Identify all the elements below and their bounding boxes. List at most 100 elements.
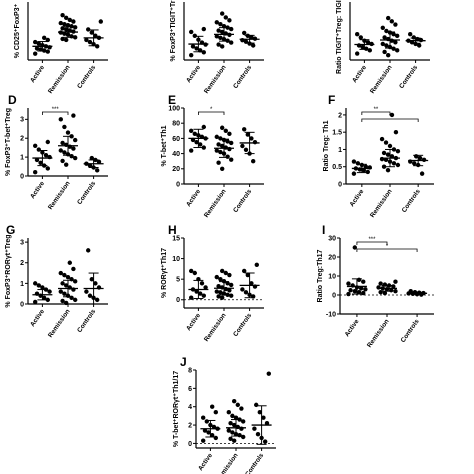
data-point [214, 20, 219, 25]
data-point [241, 434, 246, 440]
data-point [229, 40, 234, 45]
x-category-label: Remission [369, 64, 394, 95]
data-point [243, 147, 249, 152]
x-category-label: Controls [76, 308, 97, 334]
data-point [249, 35, 254, 40]
data-point [36, 147, 41, 152]
data-point [73, 25, 78, 30]
data-point [241, 419, 246, 424]
data-point [220, 295, 225, 300]
data-point [45, 166, 50, 171]
y-axis-label: Ratio Treg: Th1 [323, 120, 330, 171]
data-point [42, 35, 47, 41]
data-point [63, 15, 69, 21]
significance-bracket [361, 118, 419, 122]
chart-panel-g: G 0 1 2 3 % FoxP3⁺RORγt⁺Treg Active Remission Co… [5, 223, 108, 339]
y-tick-label: 0 [20, 173, 24, 180]
data-point [242, 30, 247, 36]
data-point [40, 285, 45, 290]
y-tick-label: 40 [172, 151, 180, 158]
significance-label: * [210, 107, 213, 113]
x-category-label: Controls [76, 64, 97, 90]
data-point [228, 436, 233, 442]
data-point [363, 287, 368, 292]
x-category-label: Active [351, 64, 368, 84]
y-tick-label: -10 [326, 311, 336, 318]
data-point [45, 49, 50, 54]
x-category-label: Active [185, 312, 202, 332]
data-point [60, 281, 65, 286]
data-point [384, 28, 389, 34]
data-point [395, 33, 400, 39]
chart-panel-j: J 0 2 4 6 8 % T-bet⁺RORγt⁺Th1/17 Active Remissio… [173, 355, 276, 474]
data-point [65, 130, 71, 135]
y-axis-label: % FoxP3⁺TIGIT⁺Tr [170, 0, 177, 61]
y-tick-label: 0.5 [332, 164, 342, 171]
data-point [382, 282, 388, 287]
y-axis-label: % RORγt⁺Th17 [161, 248, 168, 298]
data-point [254, 262, 259, 267]
data-point [213, 410, 218, 415]
y-tick-label: 0 [332, 292, 336, 299]
data-point [86, 248, 91, 253]
significance-label: *** [368, 237, 376, 243]
data-point [58, 117, 63, 122]
data-point [73, 297, 78, 303]
data-point [346, 281, 351, 286]
data-point [199, 281, 205, 286]
data-point [243, 290, 249, 295]
data-point [216, 42, 221, 47]
data-point [96, 159, 102, 165]
x-category-label: Remission [203, 64, 228, 95]
data-point [87, 39, 93, 45]
data-point [229, 157, 234, 162]
data-point [223, 270, 228, 276]
data-point [417, 155, 423, 161]
data-point [385, 167, 391, 173]
y-tick-label: 0 [176, 297, 180, 304]
data-point [67, 17, 73, 23]
y-tick-label: 100 [168, 105, 180, 112]
data-point [34, 157, 40, 163]
significance-bracket [198, 111, 225, 115]
data-point [393, 289, 398, 294]
data-point [360, 44, 365, 50]
x-category-label: Remission [369, 188, 394, 219]
data-point [189, 52, 194, 58]
x-category-label: Active [29, 308, 46, 328]
data-point [98, 19, 104, 24]
data-point [391, 161, 397, 166]
significance-label: * [386, 244, 389, 250]
y-tick-label: 1 [338, 147, 342, 154]
data-point [93, 33, 98, 38]
data-point [58, 289, 63, 294]
data-point [229, 26, 234, 32]
panel-label: D [8, 93, 17, 107]
y-tick-label: 1.5 [332, 130, 342, 137]
x-category-label: Controls [401, 188, 422, 214]
significance-bracket [42, 111, 69, 115]
data-point [33, 51, 38, 56]
x-category-label: Active [197, 452, 214, 472]
data-point [389, 112, 395, 118]
y-tick-label: 2 [20, 260, 24, 267]
data-point [261, 415, 266, 420]
data-point [84, 289, 89, 294]
data-point [189, 295, 194, 300]
data-point [220, 268, 225, 274]
y-tick-label: 10 [172, 256, 180, 263]
significance-label: *** [52, 107, 60, 113]
data-point [216, 28, 221, 33]
data-point [211, 424, 217, 430]
data-point [232, 399, 237, 404]
x-category-label: Remission [366, 318, 391, 349]
significance-bracket [361, 111, 391, 115]
y-axis-label: Ratio TIGIT⁺Treg: TIGIT⁺T [336, 0, 343, 74]
data-point [355, 51, 360, 56]
data-point [383, 140, 389, 145]
y-tick-label: 2 [188, 422, 192, 429]
data-point [355, 32, 360, 37]
data-point [62, 21, 67, 27]
data-point [84, 37, 89, 43]
data-point [214, 289, 219, 294]
